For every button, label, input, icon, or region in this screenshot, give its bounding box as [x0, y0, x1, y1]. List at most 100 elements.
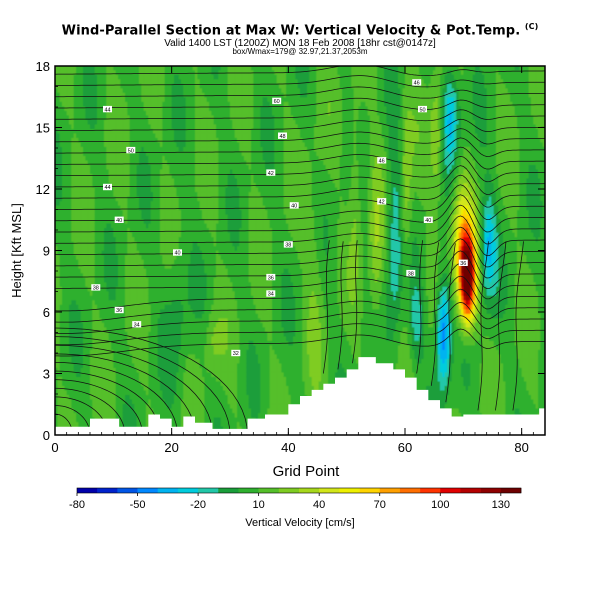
contour-label: 38	[283, 241, 293, 249]
contour-label-text: 42	[379, 200, 385, 206]
contour-label: 44	[103, 183, 112, 191]
wmax-stats-line: box/Wmax=179@ 32.97,21.37,2053m	[232, 47, 368, 56]
contour-label: 40	[289, 202, 299, 210]
theta-contour-line	[55, 204, 545, 245]
contour-label: 46	[412, 79, 422, 87]
contour-label-text: 48	[279, 134, 285, 140]
contour-label: 34	[266, 290, 276, 298]
theta-contour-line	[55, 226, 545, 268]
y-axis-title: Height [Kft MSL]	[9, 203, 24, 298]
theta-contour-arc	[55, 387, 126, 435]
theta-contour-line	[55, 250, 545, 289]
theta-contour-vertical	[477, 241, 489, 411]
colorbar-tick-label: 100	[431, 499, 449, 511]
colorbar-swatch	[359, 488, 381, 493]
valid-time-line: Valid 1400 LST (1200Z) MON 18 Feb 2008 […	[164, 38, 436, 49]
colorbar-tick-label: -80	[69, 499, 85, 511]
contour-label: 42	[266, 169, 276, 177]
title-text: Wind-Parallel Section at Max W: Vertical…	[61, 23, 521, 39]
x-tick-label: 40	[281, 440, 295, 455]
theta-contour-line	[55, 165, 545, 195]
contour-label: 46	[377, 157, 387, 165]
contour-label-text: 50	[128, 148, 134, 154]
contour-label: 40	[114, 216, 124, 224]
theta-contour-line	[55, 75, 545, 88]
x-tick-label: 20	[164, 440, 178, 455]
contour-label-text: 38	[408, 271, 414, 277]
colorbar-tick-label: -50	[130, 499, 146, 511]
theta-contour-line	[55, 174, 545, 208]
velocity-field	[55, 66, 545, 435]
chart-title: Wind-Parallel Section at Max W: Vertical…	[0, 22, 600, 38]
theta-contour-line	[55, 137, 545, 157]
theta-contour-vertical	[337, 241, 344, 370]
theta-contour-arc	[55, 344, 213, 435]
colorbar-swatch	[480, 488, 502, 493]
theta-contour-vertical	[416, 240, 423, 374]
contour-label-text: 46	[379, 159, 385, 165]
colorbar-swatch	[97, 488, 118, 493]
theta-contour-vertical	[495, 241, 507, 411]
contour-label-text: 50	[419, 107, 425, 113]
colorbar-swatch	[299, 488, 320, 493]
colorbar-swatch	[319, 488, 340, 493]
y-tick-label: 12	[36, 182, 50, 197]
contour-label-text: 44	[104, 185, 110, 191]
x-tick-label: 80	[514, 440, 528, 455]
contour-label-text: 44	[104, 107, 110, 113]
colorbar-swatch	[198, 488, 219, 493]
contour-label-text: 42	[268, 171, 274, 177]
contour-label-text: 40	[116, 218, 122, 224]
contour-label-text: 40	[174, 251, 180, 257]
terrain-fill	[55, 357, 545, 435]
colorbar-swatch	[278, 488, 300, 493]
x-tick-label: 0	[51, 440, 58, 455]
colorbar-swatch	[157, 488, 179, 493]
theta-contour-arc	[55, 353, 196, 435]
colorbar-tick-label: 10	[253, 499, 265, 511]
colorbar-label: Vertical Velocity [cm/s]	[245, 517, 354, 529]
theta-contour-line	[55, 238, 545, 279]
theta-contour-vertical	[430, 242, 440, 386]
contour-label-text: 32	[233, 351, 239, 357]
contour-label: 48	[278, 132, 287, 140]
contour-label: 40	[423, 216, 433, 224]
contour-label-text: 40	[425, 218, 431, 224]
theta-contour-line	[55, 53, 545, 64]
colorbar-swatch	[177, 488, 199, 493]
contour-label: 32	[231, 349, 241, 357]
colorbar-tick-label: 40	[313, 499, 325, 511]
colorbar-frame	[76, 487, 522, 494]
theta-contour-line	[55, 128, 545, 145]
theta-contour-arc	[55, 327, 248, 435]
y-tick-label: 6	[43, 305, 50, 320]
theta-contour-arc	[55, 336, 231, 435]
theta-contour-vertical	[352, 240, 358, 364]
contour-label: 44	[103, 105, 112, 113]
colorbar-swatch	[460, 488, 481, 493]
theta-contour-arc	[55, 379, 143, 435]
terrain-mask	[55, 357, 545, 435]
colorbar-swatch	[440, 488, 461, 493]
contour-label-text: 40	[291, 204, 297, 210]
colorbar-swatch	[420, 488, 441, 493]
theta-contour-arc	[55, 362, 178, 435]
colorbar-tick-label: 130	[492, 499, 510, 511]
theta-contour-line	[55, 194, 545, 233]
contour-label-text: 36	[268, 275, 274, 281]
contour-label-text: 34	[134, 323, 140, 329]
contour-label: 38	[91, 284, 101, 292]
colorbar-swatch	[339, 488, 360, 493]
contour-labels: 44 50 44 40 40 38 36 34 32 60 48 42 40 38 36 34 46 50 46 42…	[91, 79, 468, 357]
theta-contour-vertical	[322, 240, 330, 374]
colorbar-swatch	[218, 488, 239, 493]
theta-contour-vertical	[512, 241, 524, 411]
colorbar-swatch	[238, 488, 259, 493]
x-axis-title: Grid Point	[273, 463, 341, 480]
contour-label: 36	[114, 306, 124, 314]
contour-label-text: 34	[268, 292, 274, 298]
contour-label: 38	[406, 269, 416, 277]
theta-contour-line	[55, 184, 545, 221]
contour-label: 34	[132, 321, 142, 329]
contour-label-text: 38	[93, 286, 99, 292]
